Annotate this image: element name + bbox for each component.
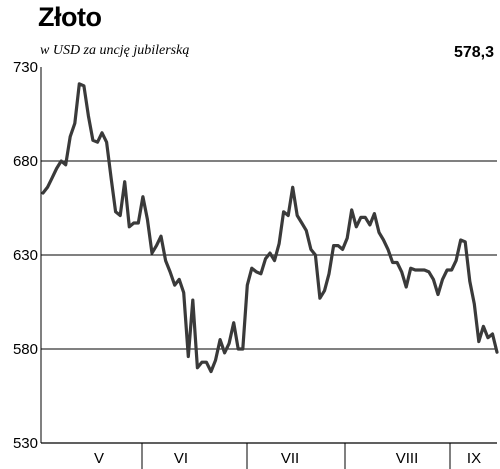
month-label: VI (174, 450, 188, 467)
month-label: V (94, 450, 104, 467)
chart-title: Złoto (38, 2, 102, 32)
month-label: VII (281, 450, 299, 467)
month-label: VIII (396, 450, 419, 467)
price-series-line (41, 82, 499, 374)
chart-subtitle: w USD za uncję jubilerską (40, 43, 190, 58)
y-tick-label: 630 (13, 247, 38, 264)
y-tick-label: 730 (13, 59, 38, 76)
y-tick-label: 530 (13, 435, 38, 452)
month-label: IX (467, 450, 481, 467)
last-value-label: 578,3 (453, 44, 494, 61)
y-tick-label: 580 (13, 341, 38, 358)
y-tick-label: 680 (13, 153, 38, 170)
